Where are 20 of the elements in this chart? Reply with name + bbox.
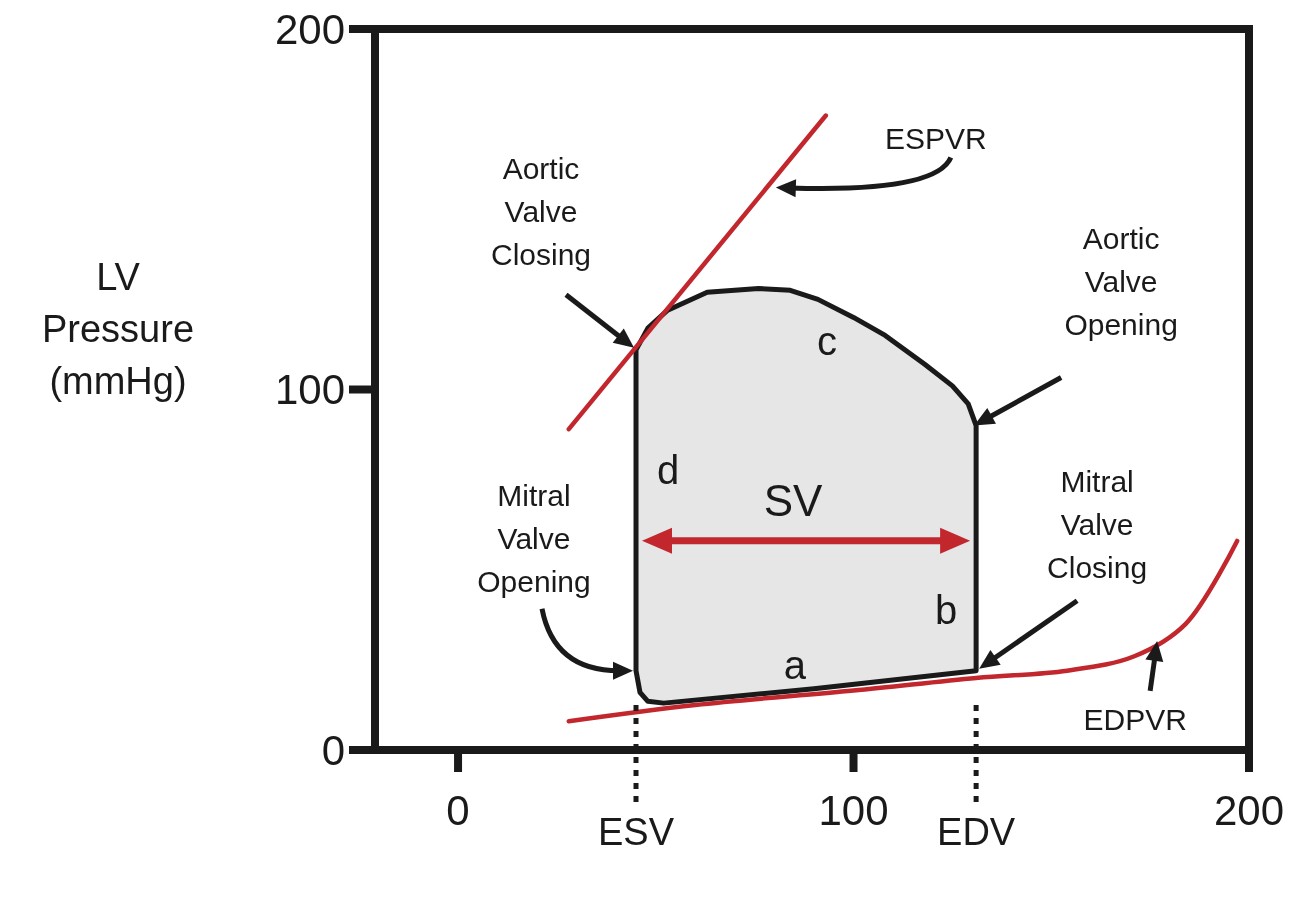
annotation: d	[656, 447, 680, 492]
annotation: c	[816, 319, 837, 364]
x-tick-label: 200	[1213, 787, 1285, 834]
annotation: EDPVR	[1083, 702, 1187, 736]
x-tick-label: 100	[818, 787, 889, 834]
ref-line-label: EDV	[937, 811, 1016, 853]
annotation: Mitral Valve Closing	[1047, 464, 1148, 584]
annotation: a	[783, 642, 807, 687]
annotation: ESPVR	[884, 121, 987, 155]
annotation: Mitral Valve Opening	[477, 478, 591, 598]
y-tick-label: 0	[321, 726, 345, 774]
annotation: Aortic Valve Closing	[490, 151, 592, 271]
x-tick-label: 0	[446, 787, 470, 834]
ref-line-label: ESV	[597, 811, 675, 853]
y-tick-label: 200	[274, 5, 345, 53]
annotation: SV	[763, 475, 824, 525]
annotation: Aortic Valve Opening	[1064, 221, 1178, 341]
y-axis-title: LV Pressure (mmHg)	[41, 256, 195, 402]
y-tick-label: 100	[274, 366, 345, 413]
annotation: b	[935, 587, 958, 632]
